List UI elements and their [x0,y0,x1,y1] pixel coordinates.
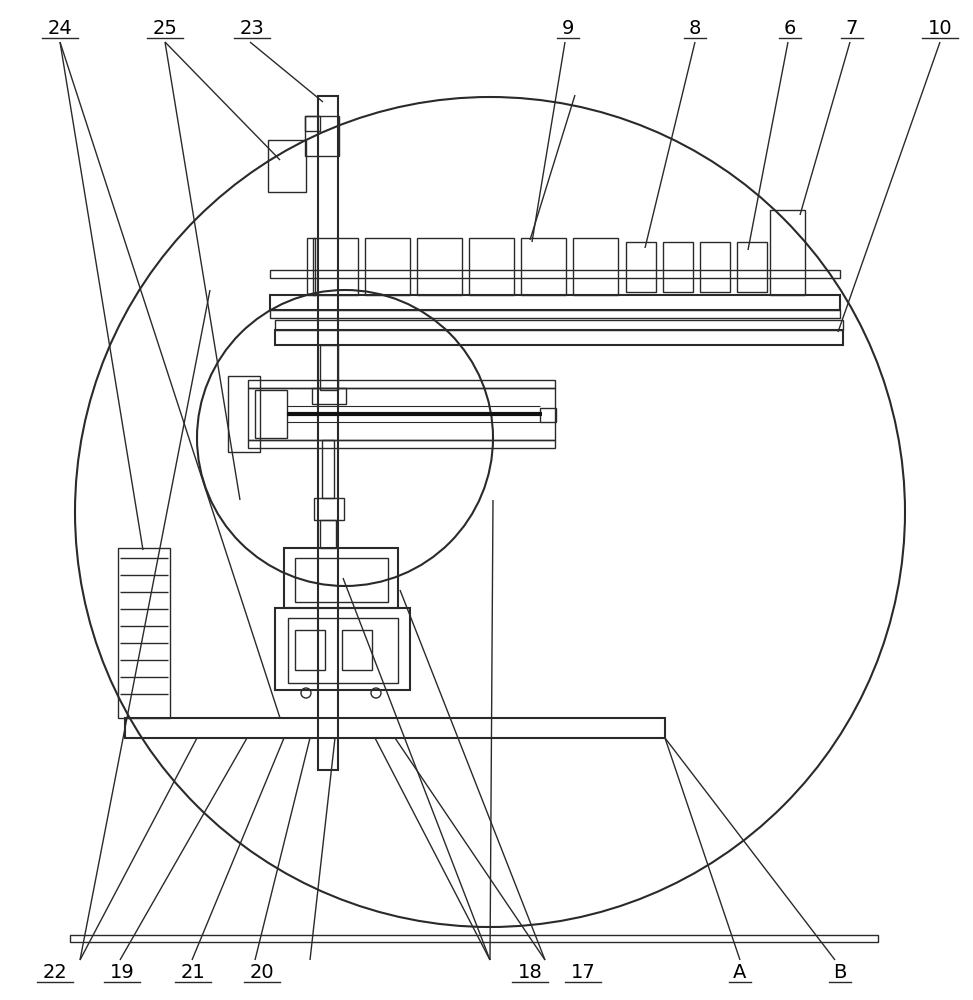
Bar [255,390,287,438]
Text: 10: 10 [927,18,953,37]
Text: 7: 7 [846,18,858,37]
Text: 18: 18 [518,962,542,982]
Text: 21: 21 [181,962,205,982]
Bar [275,320,843,330]
Text: 6: 6 [784,18,796,37]
Bar [342,630,372,670]
Bar [700,242,730,292]
Bar [663,242,693,292]
Bar [540,408,556,422]
Bar [270,310,840,318]
Bar [573,238,618,295]
Bar [248,380,555,388]
Bar [284,548,398,608]
Bar [314,498,344,520]
Bar [118,548,170,718]
Text: A: A [734,962,746,982]
Bar [320,520,336,548]
Bar [469,238,514,295]
Text: 20: 20 [250,962,274,982]
Bar [295,558,388,602]
Bar [521,238,566,295]
Bar [125,718,665,738]
Text: 24: 24 [48,18,72,37]
Text: 17: 17 [570,962,595,982]
Bar [248,388,555,440]
Bar [365,238,410,295]
Bar [305,116,320,131]
Bar [270,295,840,310]
Text: 23: 23 [239,18,265,37]
Bar [626,242,656,292]
Bar [270,270,840,278]
Bar [322,440,334,498]
Bar [70,935,878,942]
Text: 25: 25 [153,18,177,37]
Bar [228,376,260,452]
Bar [313,238,358,295]
Bar [770,210,805,295]
Text: 22: 22 [43,962,67,982]
Text: B: B [833,962,847,982]
Bar [417,238,462,295]
Text: 8: 8 [689,18,702,37]
Bar [295,630,325,670]
Text: 19: 19 [110,962,134,982]
Bar [312,388,346,404]
Bar [305,116,339,156]
Bar [275,330,843,345]
Bar [737,242,767,292]
Bar [288,618,398,683]
Bar [318,96,338,770]
Bar [248,440,555,448]
Bar [307,238,315,295]
Bar [268,140,306,192]
Bar [320,345,338,390]
Bar [275,608,410,690]
Text: 9: 9 [561,18,574,37]
